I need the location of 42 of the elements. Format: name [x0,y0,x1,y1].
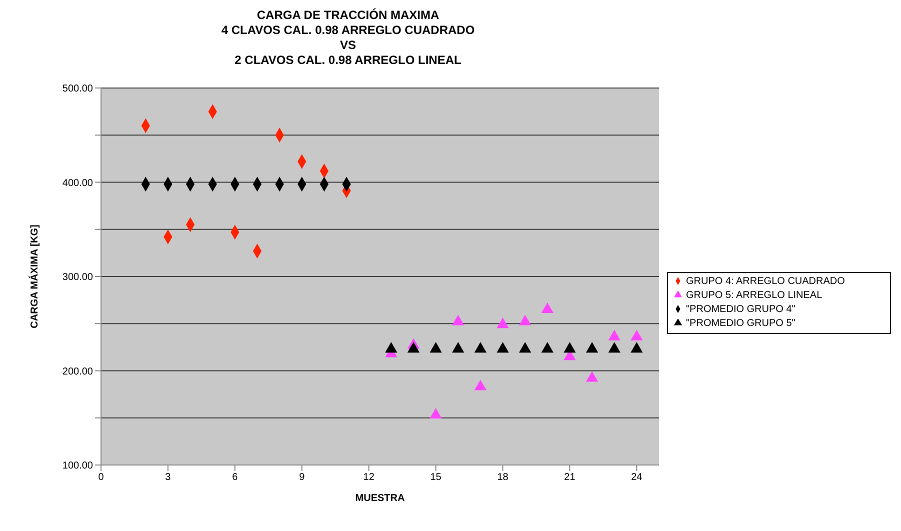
legend-label: GRUPO 4: ARREGLO CUADRADO [686,276,845,286]
point [519,342,532,353]
point [430,342,442,353]
x-tick-label: 12 [363,472,375,484]
x-tick-label: 18 [497,472,509,484]
x-tick-label: 15 [430,472,442,484]
point [541,302,554,313]
x-axis-title: MUESTRA [355,493,405,504]
chart-title: CARGA DE TRACCIÓN MAXIMA 4 CLAVOS CAL. 0.98 ARREGLO CUADRADO VS 2 CLAVOS CAL. 0.98 ARREGLO LINEAL [220,8,476,68]
y-tick-label: 500.00 [62,84,94,95]
point [452,342,464,353]
x-tick-label: 0 [98,472,104,484]
x-tick-label: 9 [299,472,306,484]
point [541,342,554,353]
x-tick-label: 24 [631,472,643,484]
point [608,342,620,353]
legend-label: "PROMEDIO GRUPO 4" [686,304,796,314]
point [630,330,643,340]
legend-label: GRUPO 5: ARREGLO LINEAL [686,290,822,300]
point [496,318,509,328]
point [519,314,532,326]
y-tick-label: 100.00 [62,460,94,472]
point [630,342,643,353]
y-tick-label: 400.00 [62,178,94,189]
point [586,342,598,353]
point [564,342,576,353]
y-tick-label: 300.00 [62,272,94,284]
x-tick-label: 3 [165,472,172,484]
point [608,330,620,340]
x-tick-label: 21 [564,472,576,484]
point [430,408,442,419]
point [474,380,487,390]
x-tick-label: 6 [232,472,238,484]
y-tick-label: 200.00 [62,366,94,378]
point [586,371,598,382]
point [385,342,398,353]
point [496,342,509,353]
point [407,342,420,353]
y-axis-title: CARGA MÁXIMA [KG] [28,224,41,328]
point [474,342,487,353]
point [452,314,464,326]
legend-label: "PROMEDIO GRUPO 5" [686,318,796,328]
